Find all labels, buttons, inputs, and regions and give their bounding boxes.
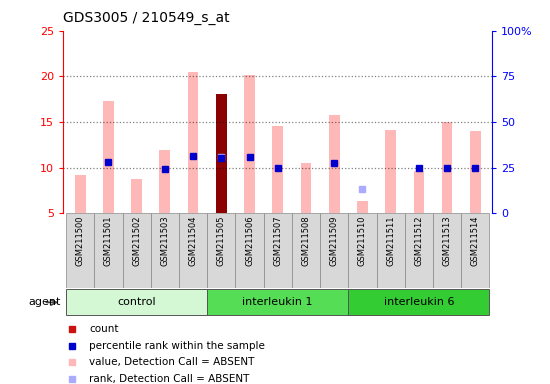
Text: GDS3005 / 210549_s_at: GDS3005 / 210549_s_at [63,11,230,25]
Bar [207,213,235,288]
Bar [207,290,348,315]
Bar [386,130,396,213]
Bar [160,150,170,213]
Bar [131,179,142,213]
Bar [405,213,433,288]
Bar [320,213,348,288]
Text: GSM211504: GSM211504 [189,215,197,266]
Bar [94,213,123,288]
Bar [244,75,255,213]
Bar [301,163,311,213]
Bar [442,122,453,213]
Bar [470,131,481,213]
Text: GSM211513: GSM211513 [443,215,452,266]
Text: agent: agent [28,297,60,308]
Bar [263,213,292,288]
Bar [75,175,86,213]
Bar [377,213,405,288]
Text: value, Detection Call = ABSENT: value, Detection Call = ABSENT [89,357,254,367]
Text: GSM211502: GSM211502 [132,215,141,266]
Bar [329,114,339,213]
Text: GSM211501: GSM211501 [104,215,113,266]
Bar [66,290,207,315]
Text: GSM211509: GSM211509 [329,215,339,266]
Text: GSM211507: GSM211507 [273,215,282,266]
Text: count: count [89,324,118,334]
Text: control: control [117,297,156,308]
Bar [188,72,199,213]
Bar [433,213,461,288]
Text: interleukin 1: interleukin 1 [243,297,313,308]
Bar [123,213,151,288]
Bar [461,213,490,288]
Text: interleukin 6: interleukin 6 [383,297,454,308]
Bar [66,213,94,288]
Bar [414,171,424,213]
Text: GSM211514: GSM211514 [471,215,480,266]
Text: GSM211512: GSM211512 [414,215,424,266]
Text: GSM211511: GSM211511 [386,215,395,266]
Bar [235,213,263,288]
Text: GSM211503: GSM211503 [161,215,169,266]
Bar [348,290,490,315]
Bar [151,213,179,288]
Text: GSM211508: GSM211508 [301,215,310,266]
Bar [357,201,368,213]
Bar [272,126,283,213]
Bar [179,213,207,288]
Bar [103,101,114,213]
Bar [292,213,320,288]
Text: percentile rank within the sample: percentile rank within the sample [89,341,265,351]
Text: GSM211510: GSM211510 [358,215,367,266]
Text: rank, Detection Call = ABSENT: rank, Detection Call = ABSENT [89,374,249,384]
Bar [348,213,377,288]
Text: GSM211505: GSM211505 [217,215,226,266]
Text: GSM211500: GSM211500 [76,215,85,266]
Bar [216,94,227,213]
Text: GSM211506: GSM211506 [245,215,254,266]
